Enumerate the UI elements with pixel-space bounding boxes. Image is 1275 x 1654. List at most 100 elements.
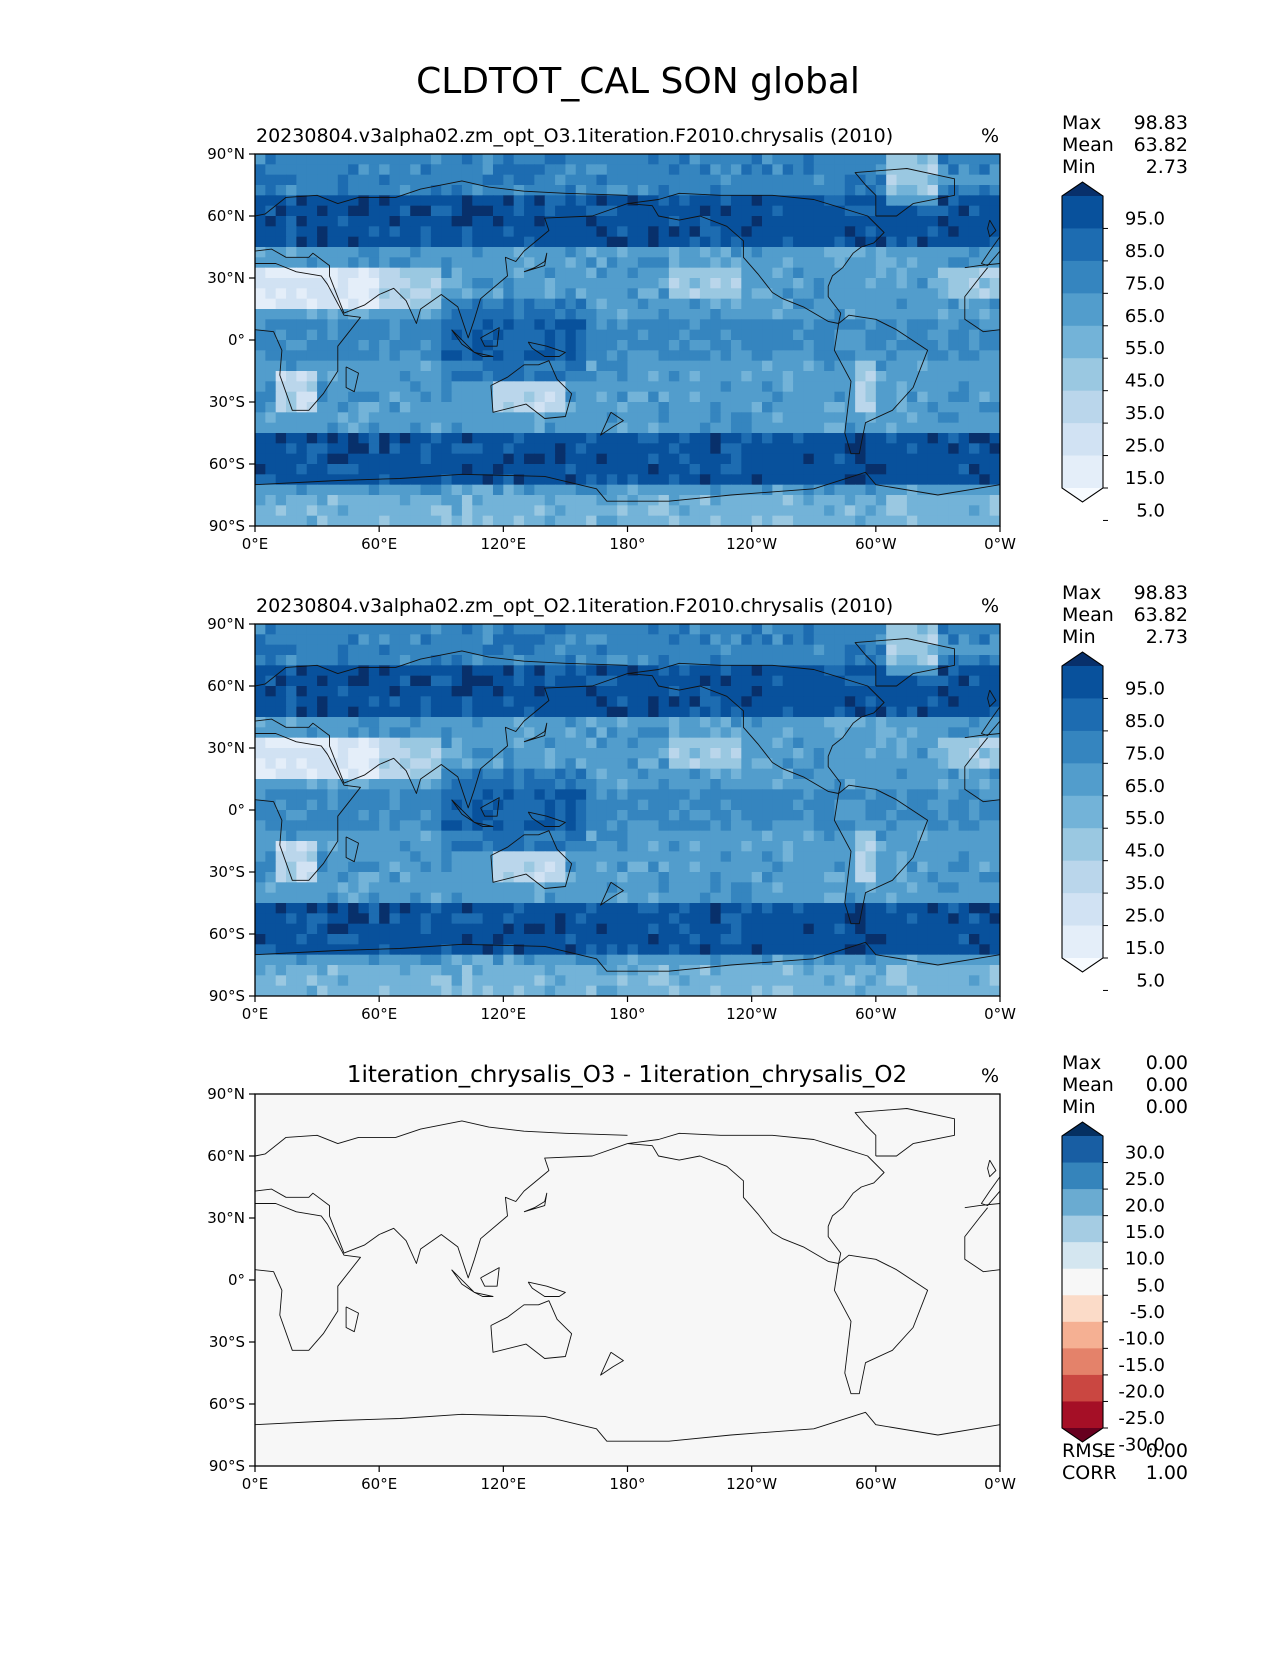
figure-title: CLDTOT_CAL SON global (416, 61, 860, 102)
stat-label: Min (1062, 626, 1096, 648)
colorbar-tick-label: 95.0 (1125, 208, 1165, 229)
x-tick-label: 180° (609, 1005, 645, 1023)
y-tick-label: 90°S (209, 1457, 245, 1475)
footer-stat-label: RMSE (1062, 1440, 1116, 1462)
y-tick-label: 30°N (207, 269, 245, 287)
x-tick-label: 0°W (984, 1005, 1016, 1023)
stat-value: 2.73 (1146, 626, 1188, 648)
y-tick-label: 30°S (209, 1333, 245, 1351)
units-label: % (981, 595, 999, 617)
colorbar-bin (1062, 1295, 1103, 1322)
stat-value: 2.73 (1146, 156, 1188, 178)
stat-label: Max (1062, 1052, 1101, 1074)
footer-stat-value: 0.00 (1146, 1440, 1188, 1462)
units-label: % (981, 125, 999, 147)
colorbar-tick-label: 65.0 (1125, 776, 1165, 797)
colorbar: 95.085.075.065.055.045.035.025.015.05.0 (1062, 652, 1165, 991)
colorbar-tick-label: 35.0 (1125, 403, 1165, 424)
colorbar-tick-label: 65.0 (1125, 306, 1165, 327)
colorbar-bin (1062, 1348, 1103, 1375)
colorbar-bin (1062, 731, 1103, 764)
stat-label: Mean (1062, 1074, 1114, 1096)
y-tick-label: 90°N (207, 145, 245, 163)
x-tick-label: 0°E (242, 535, 269, 553)
colorbar-tick-label: -10.0 (1118, 1328, 1165, 1349)
x-tick-label: 60°E (361, 1005, 397, 1023)
colorbar-tick-label: 25.0 (1125, 906, 1165, 927)
x-tick-label: 0°W (984, 535, 1016, 553)
y-tick-label: 90°N (207, 1085, 245, 1103)
colorbar-bin (1062, 1163, 1103, 1190)
contour-field (255, 154, 1001, 527)
colorbar-bin (1062, 293, 1103, 326)
colorbar-tick-label: 30.0 (1125, 1143, 1165, 1164)
units-label: % (981, 1065, 999, 1087)
x-tick-label: 120°W (726, 1475, 777, 1493)
stat-label: Min (1062, 156, 1096, 178)
colorbar-extend-max (1062, 652, 1103, 666)
colorbar: 95.085.075.065.055.045.035.025.015.05.0 (1062, 182, 1165, 521)
stat-value: 0.00 (1146, 1074, 1188, 1096)
stat-value: 63.82 (1134, 604, 1188, 626)
stat-label: Mean (1062, 134, 1114, 156)
y-tick-label: 60°S (209, 1395, 245, 1413)
panel-title: 1iteration_chrysalis_O3 - 1iteration_chr… (347, 1062, 907, 1088)
colorbar-tick-label: 5.0 (1136, 970, 1165, 991)
colorbar-bin (1062, 423, 1103, 456)
y-tick-label: 0° (228, 801, 245, 819)
y-tick-label: 60°S (209, 455, 245, 473)
colorbar-tick-label: 15.0 (1125, 468, 1165, 489)
colorbar-bin (1062, 391, 1103, 424)
stat-label: Max (1062, 112, 1101, 134)
colorbar-tick-label: 5.0 (1136, 500, 1165, 521)
y-tick-label: 30°N (207, 739, 245, 757)
colorbar-tick-label: 45.0 (1125, 841, 1165, 862)
stat-value: 0.00 (1146, 1096, 1188, 1118)
contour-field (255, 1094, 1000, 1466)
colorbar-bin (1062, 893, 1103, 926)
colorbar-bin (1062, 828, 1103, 861)
x-tick-label: 60°W (855, 1005, 897, 1023)
y-tick-label: 60°S (209, 925, 245, 943)
colorbar-bin (1062, 926, 1103, 959)
colorbar-tick-label: 15.0 (1125, 938, 1165, 959)
stat-value: 0.00 (1146, 1052, 1188, 1074)
colorbar-tick-label: 35.0 (1125, 873, 1165, 894)
colorbar-tick-label: 75.0 (1125, 273, 1165, 294)
x-tick-label: 120°E (481, 535, 527, 553)
colorbar-extend-max (1062, 1122, 1103, 1136)
colorbar-bin (1062, 1136, 1103, 1163)
y-tick-label: 90°N (207, 615, 245, 633)
x-tick-label: 120°E (481, 1005, 527, 1023)
x-tick-label: 180° (609, 535, 645, 553)
colorbar-bin (1062, 456, 1103, 489)
colorbar-bin (1062, 763, 1103, 796)
colorbar-tick-label: 75.0 (1125, 743, 1165, 764)
colorbar-tick-label: 45.0 (1125, 371, 1165, 392)
colorbar-bin (1062, 861, 1103, 894)
colorbar-tick-label: 85.0 (1125, 711, 1165, 732)
colorbar-bin (1062, 1375, 1103, 1402)
y-tick-label: 60°N (207, 207, 245, 225)
colorbar-tick-label: -20.0 (1118, 1381, 1165, 1402)
colorbar-bin (1062, 196, 1103, 229)
colorbar-bin (1062, 261, 1103, 294)
colorbar-extend-max (1062, 182, 1103, 196)
panel-title: 20230804.v3alpha02.zm_opt_O3.1iteration.… (256, 125, 893, 147)
colorbar-tick-label: 95.0 (1125, 678, 1165, 699)
colorbar-bin (1062, 358, 1103, 391)
y-tick-label: 0° (228, 331, 245, 349)
stat-value: 98.83 (1134, 112, 1188, 134)
y-tick-label: 30°S (209, 863, 245, 881)
x-tick-label: 120°W (726, 1005, 777, 1023)
colorbar-bin (1062, 1322, 1103, 1349)
x-tick-label: 120°E (481, 1475, 527, 1493)
x-tick-label: 60°E (361, 1475, 397, 1493)
stat-label: Mean (1062, 604, 1114, 626)
colorbar-bin (1062, 1216, 1103, 1243)
